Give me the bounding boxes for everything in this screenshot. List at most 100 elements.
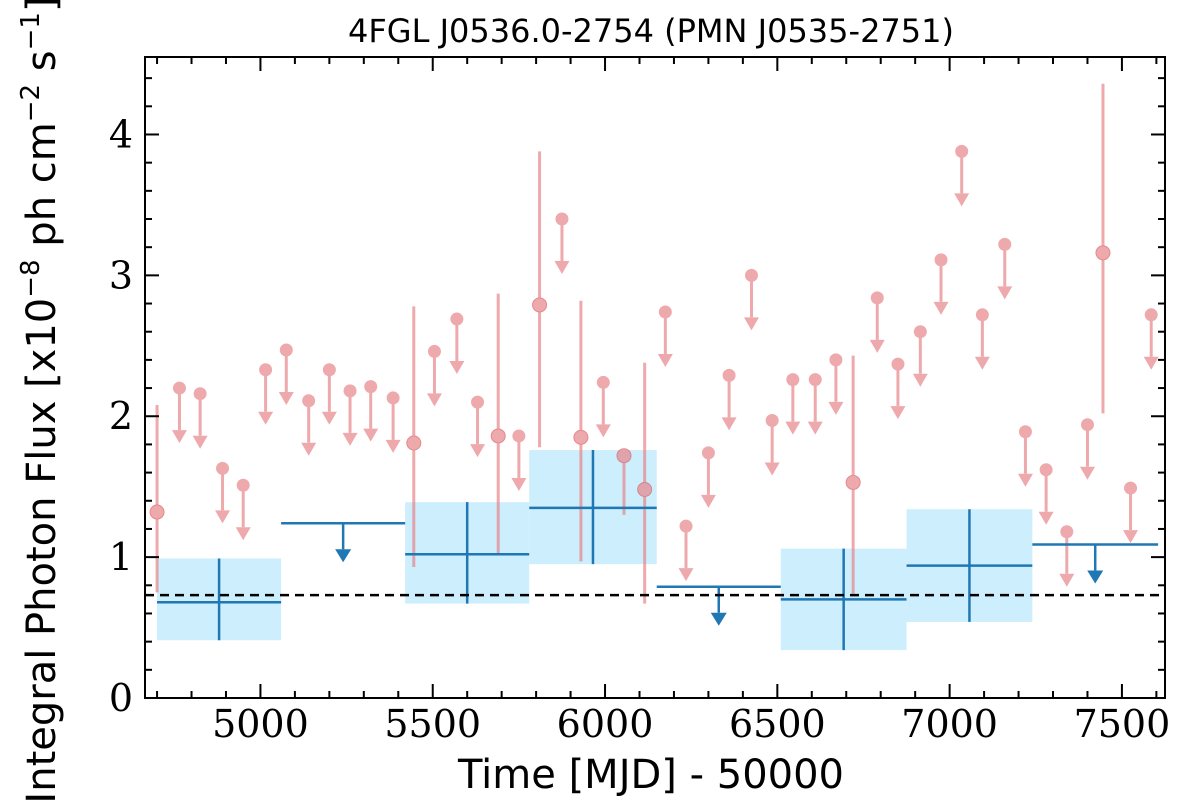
short-bin-upper-limit-23 (785, 373, 801, 435)
short-bin-upper-limit-arrowhead (997, 286, 1013, 300)
short-bin-upper-limit-marker (302, 394, 316, 408)
short-bin-upper-limit-4 (258, 363, 274, 425)
short-bin-upper-limit-arrowhead (321, 411, 337, 425)
x-tick-label: 7000 (901, 702, 998, 746)
short-bin-upper-limit-arrowhead (363, 428, 379, 442)
y-tick-label: 4 (109, 112, 133, 156)
long-bin-upper-limit-1 (656, 585, 781, 626)
short-bin-upper-limit-arrowhead (385, 439, 401, 453)
short-bin-upper-limit-arrowhead (342, 432, 358, 446)
y-axis-label-part-4: ] (19, 0, 65, 12)
short-bin-upper-limit-marker (216, 461, 230, 475)
short-bin-upper-limit-arrowhead (1059, 573, 1075, 587)
short-bin-upper-limit-arrowhead (1038, 511, 1054, 525)
long-bin-upper-limit-2 (1032, 543, 1159, 584)
short-bin-upper-limit-arrowhead (721, 417, 737, 431)
short-bin-upper-limit-marker (1080, 418, 1094, 432)
short-bin-point (1095, 245, 1111, 261)
short-bin-point (845, 474, 861, 490)
short-bin-upper-limit-arrowhead (192, 435, 208, 449)
short-bin-upper-limit-arrowhead (912, 373, 928, 387)
short-bin-upper-limit-marker (1144, 308, 1158, 322)
long-bin-detection-0 (157, 558, 282, 641)
short-bin-upper-limit-marker (891, 357, 905, 371)
short-bin-upper-limit-marker (722, 368, 736, 382)
short-bin-upper-limit-19 (700, 446, 716, 508)
short-bin-upper-limit-22 (764, 413, 780, 476)
short-bin-upper-limit-arrowhead (678, 568, 694, 582)
short-bin-upper-limit-marker (870, 291, 884, 305)
short-bin-upper-limit-35 (1059, 525, 1075, 587)
short-bin-upper-limit-8 (342, 384, 358, 446)
short-bin-upper-limit-21 (743, 268, 759, 331)
short-bin-upper-limit-25 (828, 353, 844, 415)
short-bin-upper-limit-arrowhead (933, 301, 949, 315)
short-bin-upper-limit-marker (364, 380, 378, 394)
short-bin-upper-limit-marker (998, 237, 1012, 251)
short-bin-upper-limit-arrowhead (700, 494, 716, 508)
short-bin-upper-limit-18 (678, 519, 694, 582)
short-bin-upper-limit-arrowhead (258, 411, 274, 425)
short-bin-upper-limit-marker (1018, 425, 1032, 439)
short-bin-upper-limit-arrowhead (470, 444, 486, 458)
short-bin-upper-limit-arrowhead (764, 462, 780, 476)
short-bin-upper-limit-5 (278, 343, 294, 406)
short-bin-upper-limit-arrowhead (828, 401, 844, 415)
short-bin-upper-limit-1 (192, 387, 208, 449)
short-bin-upper-limit-arrowhead (869, 339, 885, 353)
short-bin-upper-limit-7 (321, 363, 337, 425)
short-bin-detection-2 (490, 293, 506, 555)
short-bin-upper-limit-9 (363, 380, 379, 442)
short-bin-point (149, 504, 165, 520)
short-bin-detection-1 (406, 306, 422, 567)
short-bin-upper-limit-28 (912, 325, 928, 387)
short-bin-upper-limit-marker (555, 212, 569, 226)
chart-title: 4FGL J0536.0-2754 (PMN J0535-2751) (348, 12, 954, 50)
short-bin-upper-limit-marker (427, 344, 441, 358)
short-bin-upper-limit-3 (235, 478, 251, 541)
y-axis-label-part-2: ph cm (19, 122, 65, 259)
long-bin-detection-2 (529, 450, 657, 565)
y-axis-label-exp-3: −1 (16, 12, 46, 50)
short-bin-upper-limit-14 (511, 429, 527, 491)
y-axis-label-part-3: s (19, 50, 65, 84)
y-tick-label: 3 (109, 253, 133, 297)
short-bin-upper-limit-arrowhead (235, 527, 251, 541)
short-bin-upper-limit-36 (1079, 418, 1095, 480)
short-bin-detection-8 (1095, 83, 1111, 414)
short-bin-upper-limit-marker (701, 446, 715, 460)
y-axis-label-exp-2: −2 (16, 84, 46, 122)
short-bin-upper-limit-0 (171, 381, 187, 444)
short-bin-point (490, 428, 506, 444)
y-tick-label: 1 (109, 535, 133, 579)
short-bin-upper-limit-34 (1038, 463, 1054, 525)
short-bin-upper-limit-marker (829, 353, 843, 367)
short-bin-upper-limit-arrowhead (890, 406, 906, 420)
short-bin-point (406, 435, 422, 451)
short-bin-upper-limit-11 (426, 344, 442, 407)
short-bin-upper-limit-marker (658, 305, 672, 319)
short-bin-point (532, 297, 548, 313)
long-bin-upper-limit-arrowhead (710, 612, 727, 626)
short-bin-upper-limit-20 (721, 368, 737, 431)
short-bin-upper-limit-arrowhead (1079, 466, 1095, 480)
short-bin-upper-limit-arrowhead (301, 442, 317, 456)
short-bin-upper-limit-marker (744, 268, 758, 282)
short-bin-upper-limit-arrowhead (743, 317, 759, 331)
short-bin-upper-limit-marker (786, 373, 800, 387)
long-bin-upper-limit-arrowhead (335, 549, 352, 563)
plot-frame (144, 56, 1166, 699)
short-bin-upper-limit-marker (471, 395, 485, 409)
short-bin-upper-limit-marker (172, 381, 186, 395)
short-bin-upper-limit-12 (449, 312, 465, 375)
y-axis-label-exp-1: −8 (16, 259, 46, 297)
short-bin-upper-limit-arrowhead (171, 430, 187, 444)
short-bin-detection-6 (637, 362, 653, 604)
short-bin-upper-limit-33 (1017, 425, 1033, 487)
short-bin-upper-limit-marker (975, 308, 989, 322)
short-bin-upper-limit-marker (512, 429, 526, 443)
short-bin-upper-limit-30 (954, 144, 970, 207)
y-axis-label-part-1: Integral Photon Flux [x10 (19, 298, 65, 800)
short-bin-upper-limit-marker (596, 375, 610, 389)
